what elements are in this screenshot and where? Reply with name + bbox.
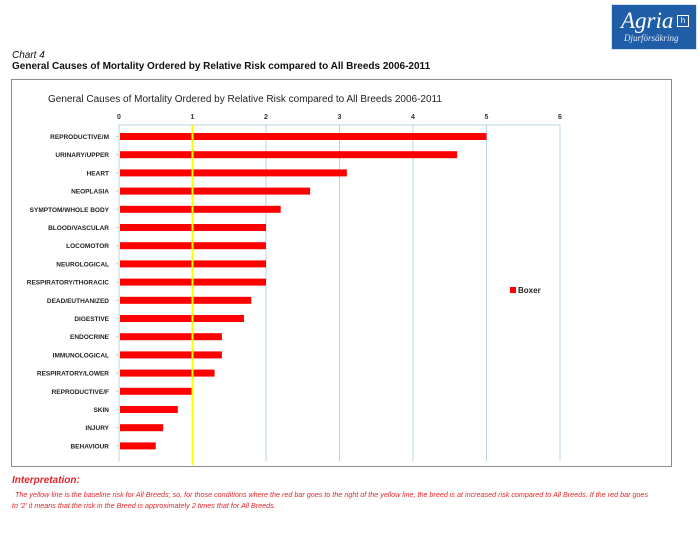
y-tick-label: DEAD/EUTHANIZED [47, 298, 109, 305]
logo-mark: h [677, 15, 689, 27]
x-tick-label: 1 [191, 114, 195, 121]
bar [120, 315, 244, 322]
bar [120, 406, 178, 413]
x-tick-label: 4 [411, 114, 415, 121]
legend-label: Boxer [518, 286, 541, 295]
logo-name: Agria [621, 8, 674, 33]
agria-logo: Agria h Djurförsäkring [611, 4, 697, 50]
bar [120, 442, 156, 450]
y-tick-label: SKIN [93, 407, 109, 414]
bar [120, 133, 487, 140]
bar [120, 351, 222, 359]
x-tick-label: 2 [264, 114, 268, 121]
x-tick-label: 5 [485, 114, 489, 121]
y-tick-label: SYMPTOM/WHOLE BODY [30, 207, 110, 214]
y-tick-label: RESPIRATORY/LOWER [37, 371, 109, 378]
chart-frame: General Causes of Mortality Ordered by R… [11, 79, 672, 467]
y-tick-label: BLOOD/VASCULAR [48, 225, 109, 232]
chart-number: Chart 4 [12, 50, 45, 61]
page-title: General Causes of Mortality Ordered by R… [12, 61, 431, 72]
x-tick-label: 3 [338, 114, 342, 121]
interpretation-text: The yellow line is the baseline risk for… [12, 490, 649, 510]
y-tick-label: REPRODUCTIVE/M [50, 134, 109, 141]
y-tick-label: NEOPLASIA [71, 189, 109, 196]
bar [120, 205, 281, 213]
y-tick-label: LOCOMOTOR [66, 243, 109, 250]
y-tick-label: REPRODUCTIVE/F [52, 389, 109, 396]
x-tick-label: 0 [117, 114, 121, 121]
y-tick-label: ENDOCRINE [70, 334, 110, 341]
logo-tagline: Djurförsäkring [624, 33, 679, 43]
bar [120, 333, 222, 341]
y-tick-label: BEHAVIOUR [70, 443, 109, 450]
legend-swatch [510, 287, 516, 293]
bar [120, 387, 193, 395]
y-tick-label: INJURY [85, 425, 109, 432]
bar [120, 296, 252, 304]
y-tick-label: HEART [87, 170, 109, 177]
y-tick-label: NEUROLOGICAL [56, 261, 109, 268]
bar [120, 369, 215, 377]
bar-chart: General Causes of Mortality Ordered by R… [27, 94, 562, 465]
y-tick-label: DIGESTIVE [74, 316, 109, 323]
x-tick-label: 6 [558, 114, 562, 121]
chart-title: General Causes of Mortality Ordered by R… [48, 94, 442, 105]
bar [120, 187, 311, 195]
y-tick-label: URINARY/UPPER [55, 152, 109, 159]
bar [120, 169, 347, 177]
bar [120, 424, 164, 432]
y-tick-label: IMMUNOLOGICAL [53, 352, 109, 359]
y-tick-label: RESPIRATORY/THORACIC [27, 280, 110, 287]
bar [120, 151, 458, 159]
interpretation-title: Interpretation: [12, 475, 80, 486]
